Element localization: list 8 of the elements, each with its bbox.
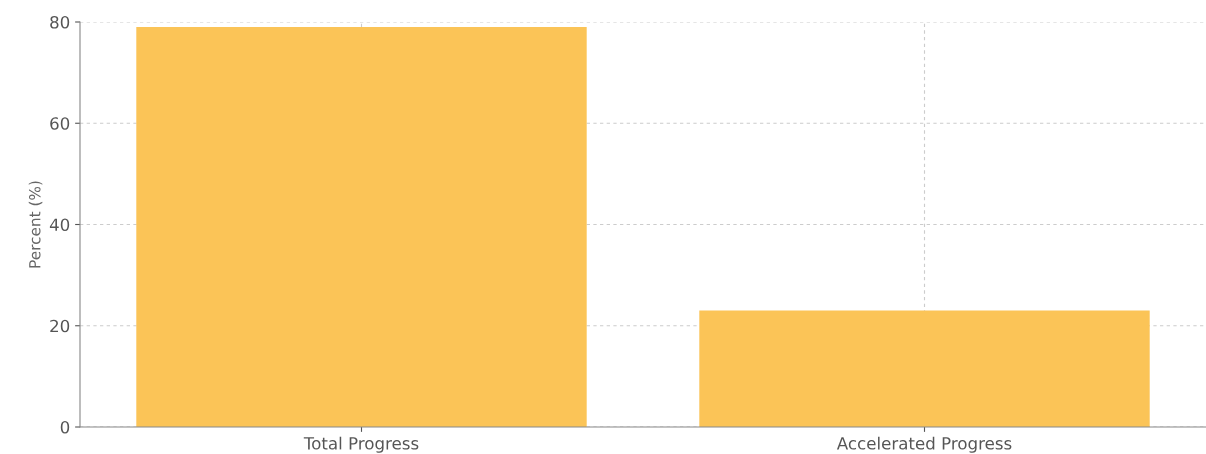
y-tick-label: 60 [50, 117, 70, 130]
y-tick-label: 80 [50, 15, 70, 29]
x-tick-label: Accelerated Progress [836, 436, 1012, 453]
y-tick-label: 0 [60, 420, 70, 434]
y-tick-label: 20 [50, 319, 70, 333]
x-tick-label: Total Progress [303, 436, 419, 453]
y-tick-label: 40 [49, 218, 70, 232]
y-axis-title: Percent (%) [28, 181, 43, 268]
